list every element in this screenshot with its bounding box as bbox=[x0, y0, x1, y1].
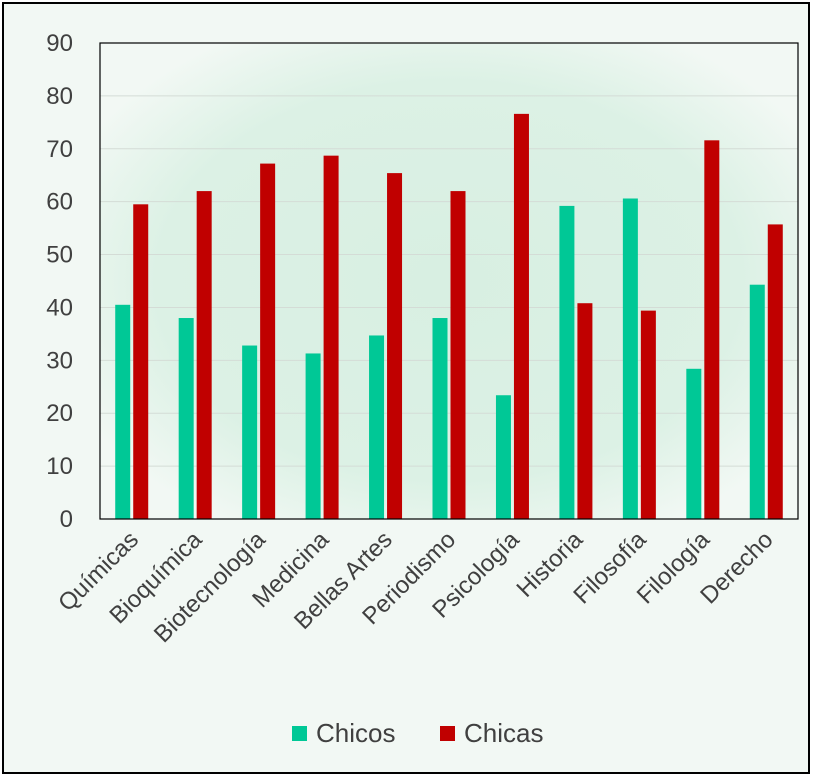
y-tick-label: 70 bbox=[46, 136, 73, 163]
legend: Chicos Chicas bbox=[292, 718, 543, 748]
y-tick-label: 10 bbox=[46, 453, 73, 480]
bar-chicas-4 bbox=[387, 173, 403, 519]
x-axis-category-labels: QuímicasBioquímicaBiotecnologíaMedicinaB… bbox=[53, 526, 778, 648]
legend-swatch-chicos bbox=[292, 726, 307, 741]
y-tick-label: 90 bbox=[46, 30, 73, 57]
y-tick-label: 0 bbox=[60, 506, 73, 533]
legend-swatch-chicas bbox=[440, 726, 455, 741]
bar-chicos-10 bbox=[749, 284, 765, 519]
bar-chicas-10 bbox=[767, 224, 783, 520]
gridlines bbox=[100, 42, 798, 467]
y-tick-label: 50 bbox=[46, 242, 73, 269]
bar-chicas-3 bbox=[323, 155, 339, 520]
y-tick-label: 80 bbox=[46, 83, 73, 110]
legend-label-chicos: Chicos bbox=[316, 718, 395, 748]
bars bbox=[115, 113, 783, 520]
bar-chicas-1 bbox=[196, 191, 212, 520]
legend-label-chicas: Chicas bbox=[464, 718, 543, 748]
y-tick-label: 60 bbox=[46, 189, 73, 216]
bar-chicos-4 bbox=[369, 335, 385, 519]
bar-chicos-9 bbox=[686, 368, 702, 519]
y-tick-label: 40 bbox=[46, 294, 73, 321]
bar-chicos-5 bbox=[432, 318, 448, 519]
bar-chicas-5 bbox=[450, 191, 466, 520]
bar-chicos-2 bbox=[242, 345, 258, 519]
x-category-label: Biotecnología bbox=[149, 526, 271, 648]
y-tick-label: 30 bbox=[46, 347, 73, 374]
bar-chicas-7 bbox=[577, 303, 593, 519]
bar-chicas-8 bbox=[640, 310, 656, 519]
plot-border bbox=[99, 42, 799, 520]
plot-area bbox=[100, 43, 798, 519]
bar-chicas-0 bbox=[133, 204, 149, 520]
bar-chicos-7 bbox=[559, 205, 575, 520]
bar-chicas-9 bbox=[704, 140, 720, 519]
y-axis-tick-labels: 0 10 20 30 40 50 60 70 80 90 bbox=[46, 30, 73, 533]
bar-chicos-3 bbox=[305, 353, 321, 519]
y-tick-label: 20 bbox=[46, 400, 73, 427]
bar-chicos-8 bbox=[622, 198, 638, 519]
bar-chicas-2 bbox=[260, 163, 276, 519]
bar-chicos-6 bbox=[495, 395, 511, 519]
bar-chicos-0 bbox=[115, 304, 131, 519]
bar-chicas-6 bbox=[513, 113, 529, 520]
bar-chicos-1 bbox=[178, 318, 194, 519]
